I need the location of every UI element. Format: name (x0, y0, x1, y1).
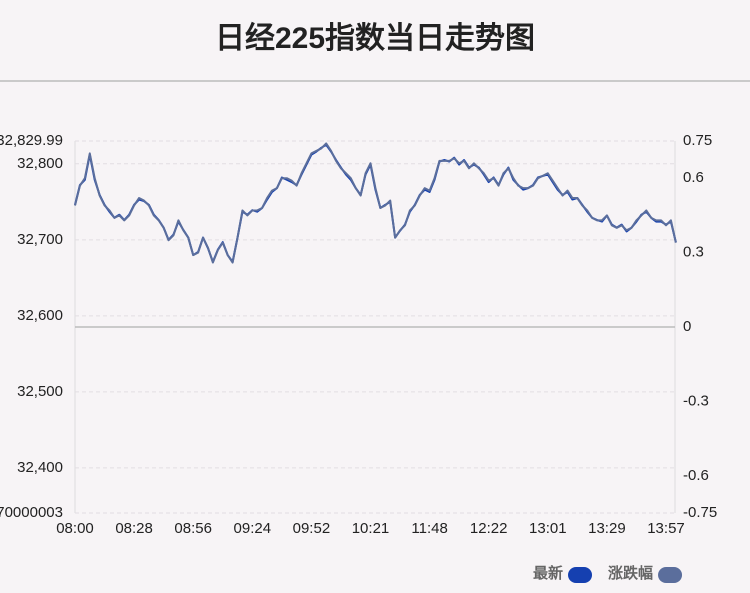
legend-swatch (658, 567, 683, 583)
y2-tick-label: 0 (683, 318, 691, 335)
x-tick-label: 12:22 (470, 520, 508, 537)
y2-tick-label: 0.75 (683, 132, 712, 149)
x-tick-label: 09:52 (293, 520, 331, 537)
legend-label: 最新 (533, 564, 563, 582)
legend-swatch (568, 567, 593, 583)
x-tick-label: 13:01 (529, 520, 567, 537)
x-tick-label: 09:24 (234, 520, 272, 537)
y-tick-label: 32,700 (17, 231, 63, 248)
x-tick-label: 08:00 (56, 520, 94, 537)
y-tick-label: 32,400 (17, 459, 63, 476)
y-tick-label: 32,600 (17, 307, 63, 324)
y-tick-label: 32,500 (17, 383, 63, 400)
x-tick-label: 08:28 (115, 520, 153, 537)
y2-tick-label: -0.3 (683, 392, 709, 409)
series-line (74, 142, 677, 264)
y2-tick-label: -0.6 (683, 467, 709, 484)
y-tick-label: 32,800 (17, 155, 63, 172)
y2-tick-label: -0.75 (683, 504, 717, 521)
y2-tick-label: 0.6 (683, 169, 704, 186)
legend-label: 涨跌幅 (608, 564, 653, 582)
chart-title: 日经225指数当日走势图 (215, 21, 535, 55)
x-tick-label: 10:21 (352, 520, 390, 537)
x-tick-label: 13:29 (588, 520, 626, 537)
y-tick-label: 32,829.99 (0, 132, 63, 149)
x-tick-label: 11:48 (411, 520, 447, 537)
x-tick-label: 13:57 (647, 520, 685, 537)
y-tick-label: 32,340.70000003 (0, 504, 63, 521)
x-tick-label: 08:56 (174, 520, 212, 537)
y2-tick-label: 0.3 (683, 244, 704, 261)
